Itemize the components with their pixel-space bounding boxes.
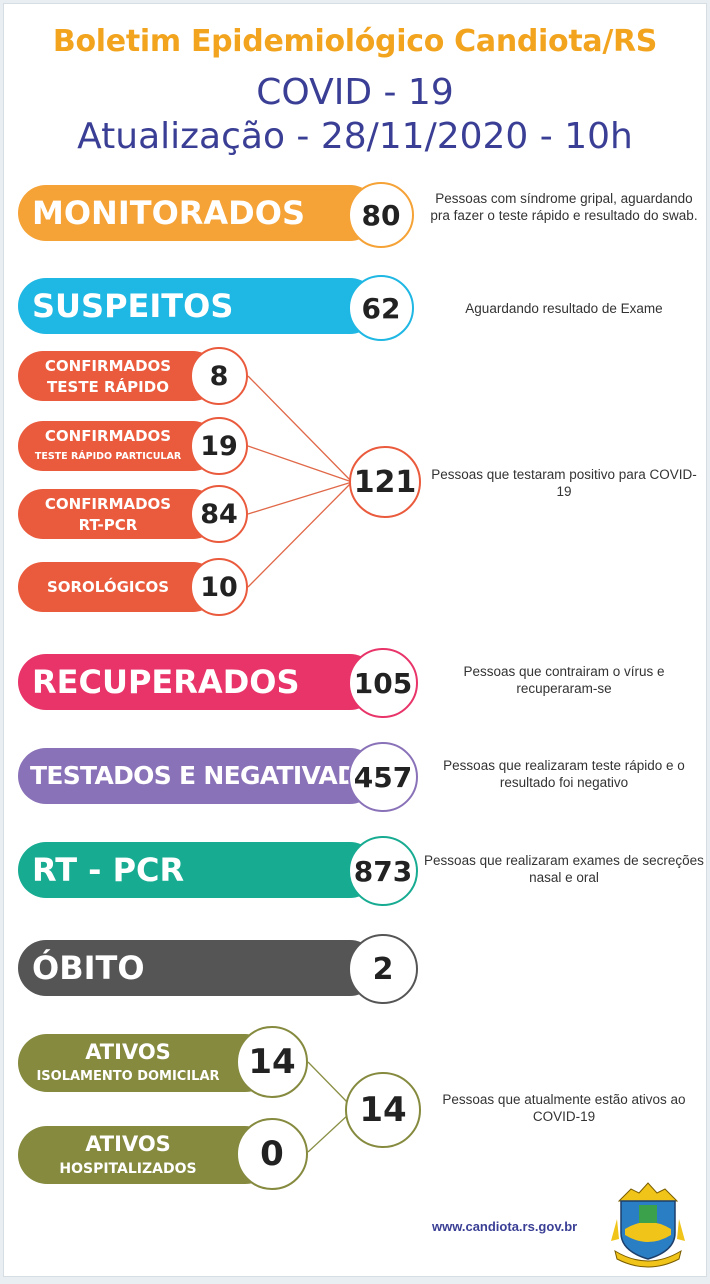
isolamento-label: ISOLAMENTO DOMICILAR [36,1069,220,1084]
rtpcr-count: 873 [348,836,418,906]
connector-line [307,1113,350,1153]
hospitalizados-count: 0 [236,1118,308,1190]
ativos-isolamento-bar: ATIVOS ISOLAMENTO DOMICILAR [18,1034,274,1092]
monitorados-count: 80 [348,182,414,248]
obito-label: ÓBITO [32,949,145,987]
monitorados-description: Pessoas com síndrome gripal, aguardando … [430,191,698,223]
sorologicos-label: SOROLÓGICOS [46,578,170,596]
rtpcr-bar: RT - PCR [18,842,378,898]
website-url: www.candiota.rs.gov.br [432,1219,578,1234]
bulletin-page: Boletim Epidemiológico Candiota/RS COVID… [4,4,706,1276]
suspeitos-label: SUSPEITOS [32,287,234,325]
connector-line [307,1061,350,1105]
confirmados-teste-rapido-bar: CONFIRMADOS TESTE RÁPIDO [18,351,218,401]
ativos-label: ATIVOS [85,1132,171,1156]
suspeitos-bar: SUSPEITOS [18,278,378,334]
confirmados-total: 121 [349,446,421,518]
ativos-hospitalizados-bar: ATIVOS HOSPITALIZADOS [18,1126,274,1184]
recuperados-label: RECUPERADOS [32,663,300,701]
recuperados-description: Pessoas que contrairam o vírus e recuper… [463,664,665,696]
testados-count: 457 [348,742,418,812]
rtpcr-label: RT-PCR [78,516,138,534]
confirmados-label: CONFIRMADOS [44,427,172,445]
connector-lines [247,375,353,1153]
hospitalizados-label: HOSPITALIZADOS [59,1161,197,1177]
teste-rapido-count: 8 [190,347,248,405]
suspeitos-description: Aguardando resultado de Exame [465,301,663,316]
confirmados-particular-bar: CONFIRMADOS TESTE RÁPIDO PARTICULAR [18,421,218,471]
ativos-total: 14 [345,1072,421,1148]
testados-bar: TESTADOS E NEGATIVADOS [18,748,378,804]
recuperados-count: 105 [348,648,418,718]
rtpcr-confirmed-count: 84 [190,485,248,543]
recuperados-bar: RECUPERADOS [18,654,378,710]
connector-line [247,481,353,588]
testados-label: TESTADOS E NEGATIVADOS [30,761,378,790]
connector-line [247,375,353,483]
sorologicos-count: 10 [190,558,248,616]
monitorados-label: MONITORADOS [32,194,305,232]
coat-of-arms-icon [611,1182,685,1268]
ativos-label: ATIVOS [85,1040,171,1064]
connector-line [247,445,353,483]
bulletin-subtitle: COVID - 19 [256,72,454,113]
confirmados-label: CONFIRMADOS [44,495,172,513]
monitorados-bar: MONITORADOS [18,185,378,241]
teste-rapido-particular-label: TESTE RÁPIDO PARTICULAR [34,451,182,462]
confirmados-rtpcr-bar: CONFIRMADOS RT-PCR [18,489,218,539]
teste-rapido-label: TESTE RÁPIDO [47,378,169,396]
rtpcr-label: RT - PCR [32,851,185,889]
isolamento-count: 14 [236,1026,308,1098]
rtpcr-description: Pessoas que realizaram exames de secreçõ… [424,853,704,885]
sorologicos-bar: SOROLÓGICOS [18,562,218,612]
particular-count: 19 [190,417,248,475]
bulletin-title: Boletim Epidemiológico Candiota/RS [52,24,658,59]
ativos-description: Pessoas que atualmente estão ativos ao C… [442,1092,686,1124]
testados-description: Pessoas que realizaram teste rápido e o … [443,758,685,790]
connector-line [247,481,353,515]
suspeitos-count: 62 [348,275,414,341]
confirmados-label: CONFIRMADOS [44,357,172,375]
obito-count: 2 [348,934,418,1004]
update-date: Atualização - 28/11/2020 - 10h [77,116,633,157]
obito-bar: ÓBITO [18,940,378,996]
confirmados-description: Pessoas que testaram positivo para COVID… [431,467,697,499]
